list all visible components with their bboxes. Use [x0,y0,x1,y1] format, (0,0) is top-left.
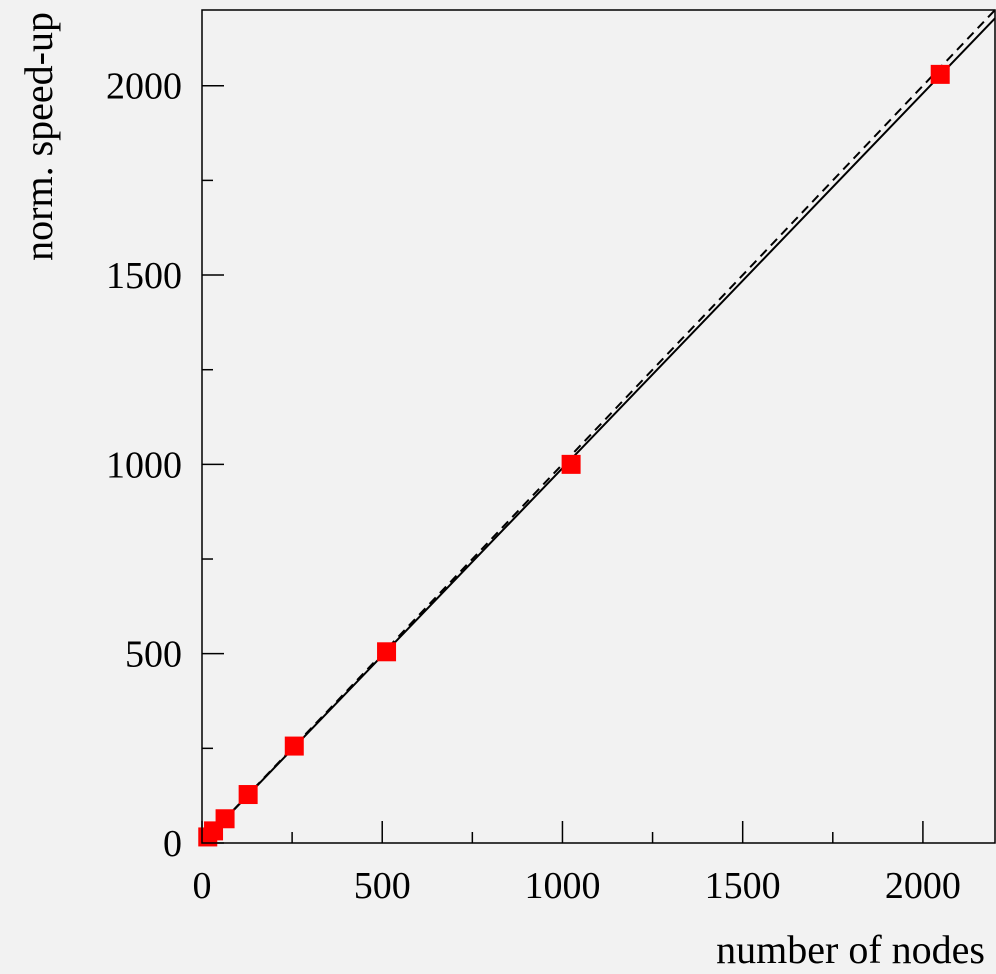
y-tick-label: 1000 [106,444,182,486]
data-point-marker [284,736,304,756]
solid-reference-line [201,17,996,844]
reference-lines [201,9,996,844]
dashed-reference-line [201,9,996,844]
data-point-marker [377,642,397,662]
data-point-marker [561,454,581,474]
x-tick-label: 500 [354,865,411,907]
data-point-marker [930,64,950,84]
plot-frame [201,9,996,844]
y-tick-label: 500 [125,634,182,676]
x-axis-title: number of nodes [716,927,985,972]
tick-labels: 0 500 1000 1500 2000 0 500 1000 1500 2000 [106,66,961,907]
data-markers [198,64,950,847]
x-tick-label: 2000 [885,865,961,907]
data-point-marker [215,809,235,829]
y-tick-label: 2000 [106,66,182,108]
x-tick-label: 0 [193,865,212,907]
y-axis-title: norm. speed-up [16,12,61,261]
x-tick-label: 1000 [524,865,600,907]
data-point-marker [238,785,258,805]
x-tick-label: 1500 [705,865,781,907]
y-tick-label: 0 [163,823,182,865]
y-tick-label: 1500 [106,255,182,297]
